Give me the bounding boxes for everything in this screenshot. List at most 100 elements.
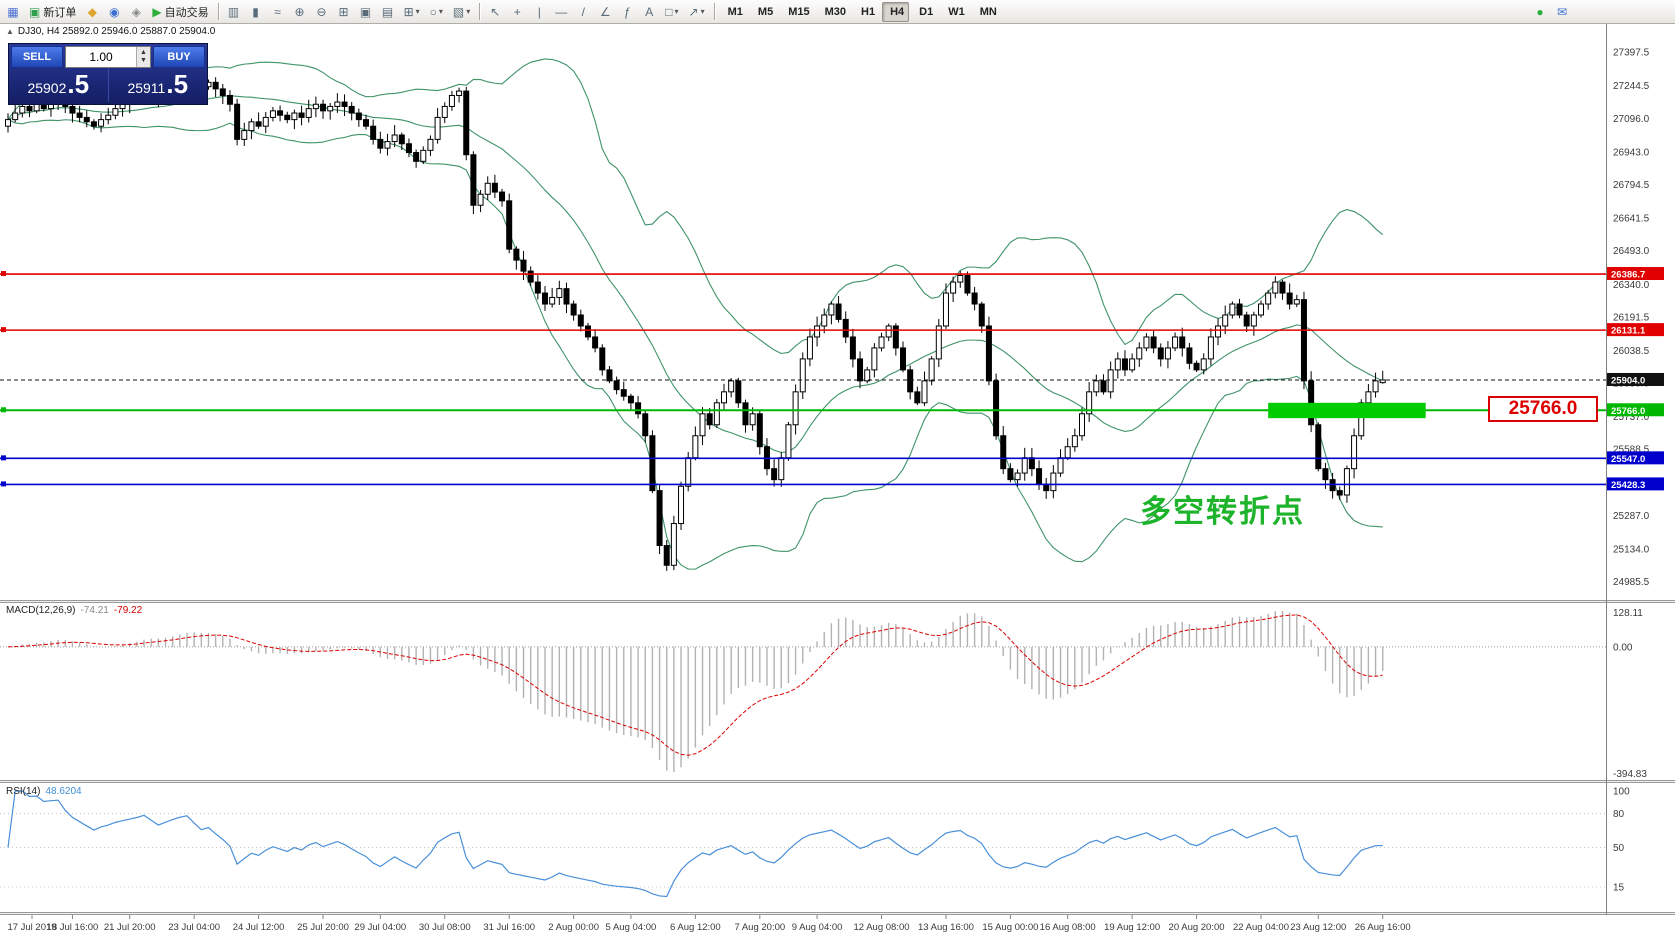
axis-price-tag — [1607, 372, 1664, 386]
line-anchor-marker[interactable] — [1, 455, 6, 461]
profiles-dropdown[interactable]: ○ ▾ — [426, 2, 447, 22]
arrange-windows-icon[interactable]: ▤ — [378, 2, 398, 22]
new-order-button[interactable]: ▣ 新订单 — [25, 2, 80, 22]
timeframe-h4[interactable]: H4 — [882, 1, 910, 22]
macd-axis-max: 128.11 — [1613, 608, 1643, 619]
rsi-name: RSI(14) — [6, 786, 41, 797]
axis-price-tag-label: 25904.0 — [1611, 375, 1645, 386]
timeframe-mn-label: MN — [979, 5, 997, 18]
time-tick-label: 16 Aug 08:00 — [1040, 922, 1096, 933]
mql5-icon[interactable]: ◆ — [82, 2, 102, 22]
price-callout-label[interactable]: 25766.0 — [1488, 396, 1598, 422]
chart-window[interactable]: 27397.5 27244.5 27096.0 26943.0 26794.5 26641… — [0, 24, 1675, 944]
macd-panel — [0, 611, 1606, 772]
text-label-icon[interactable]: A — [639, 2, 659, 22]
zoom-out-icon[interactable]: ⊖ — [312, 2, 332, 22]
time-tick-label: 5 Aug 04:00 — [606, 922, 657, 933]
status-icon[interactable]: ● — [1530, 2, 1550, 22]
fibonacci-icon-glyph: ƒ — [623, 4, 631, 19]
macd-signal-value: -79.22 — [113, 605, 143, 616]
timeframe-d1[interactable]: D1 — [911, 2, 938, 22]
time-tick-label: 26 Aug 16:00 — [1355, 922, 1411, 933]
timeframe-mn[interactable]: MN — [972, 2, 1002, 22]
vertical-line-icon[interactable]: | — [529, 2, 549, 22]
timeframe-m30[interactable]: M30 — [817, 2, 851, 22]
symbol-ohlc-header: ▲ DJ30, H4 25892.0 25946.0 25887.0 25904… — [6, 26, 215, 37]
shapes-dropdown[interactable]: □ ▾ — [661, 2, 682, 22]
tile-windows-icon[interactable]: ⊞ — [334, 2, 354, 22]
cascade-windows-icon[interactable]: ▣ — [356, 2, 376, 22]
crosshair-icon[interactable]: + — [507, 2, 527, 22]
price-axis[interactable]: 27397.5 27244.5 27096.0 26943.0 26794.5 26641… — [1606, 24, 1665, 915]
volume-spinner: ▲ ▼ — [136, 47, 150, 67]
time-tick-label: 25 Jul 20:00 — [297, 922, 349, 933]
rsi-line — [7, 790, 1383, 898]
notifications-icon[interactable]: ◈ — [126, 2, 146, 22]
line-anchor-marker[interactable] — [1, 271, 6, 277]
new-chart-icon-glyph: ▦ — [7, 4, 19, 19]
autotrade-button[interactable]: ▶ 自动交易 — [148, 2, 212, 22]
dropdown-arrow-icon: ▾ — [674, 7, 679, 16]
macd-indicator-label: MACD(12,26,9) -74.21 -79.22 — [6, 605, 142, 616]
timeframe-m1[interactable]: M1 — [720, 2, 748, 22]
candlestick-chart-icon[interactable]: ▮ — [246, 2, 266, 22]
new-order-button-glyph: ▣ — [29, 4, 41, 19]
line-anchor-marker[interactable] — [1, 407, 6, 413]
green-zone-rectangle[interactable] — [1268, 402, 1426, 419]
timeframe-m15[interactable]: M15 — [780, 2, 814, 22]
shapes-dropdown-glyph: □ — [665, 4, 673, 19]
chat-icon-glyph: ✉ — [1556, 4, 1568, 19]
timeframe-m5-label: M5 — [757, 5, 774, 18]
arrows-dropdown[interactable]: ↗ ▾ — [685, 2, 709, 22]
price-tick-label: 27096.0 — [1613, 114, 1650, 125]
horizontal-line-icon-glyph: — — [555, 4, 568, 19]
timeframe-h1-label: H1 — [861, 5, 876, 18]
buy-price[interactable]: 25911.5 — [107, 68, 208, 102]
fibonacci-icon[interactable]: ƒ — [617, 2, 637, 22]
turning-point-annotation[interactable]: 多空转折点 — [1140, 494, 1305, 529]
price-tick-label: 26191.5 — [1613, 312, 1650, 323]
rsi-axis-label: 15 — [1613, 883, 1625, 894]
new-chart-icon[interactable]: ▦ — [3, 2, 23, 22]
time-tick-label: 20 Aug 20:00 — [1169, 922, 1225, 933]
arrows-dropdown-glyph: ↗ — [688, 4, 699, 19]
timeframe-w1[interactable]: W1 — [940, 2, 970, 22]
line-chart-icon[interactable]: ≈ — [268, 2, 288, 22]
time-tick-label: 30 Jul 08:00 — [419, 922, 471, 933]
volume-control: ▲ ▼ — [65, 46, 151, 68]
zoom-in-icon[interactable]: ⊕ — [290, 2, 310, 22]
timeframe-m5[interactable]: M5 — [750, 2, 778, 22]
chart-canvas[interactable]: 27397.5 27244.5 27096.0 26943.0 26794.5 26641… — [0, 24, 1675, 944]
time-tick-label: 17 Jul 2019 — [7, 922, 56, 933]
one-click-toggle-icon[interactable]: ▲ — [6, 27, 14, 36]
line-anchor-marker[interactable] — [1, 327, 6, 333]
rsi-panel — [0, 790, 1606, 898]
volume-input[interactable] — [66, 47, 136, 67]
new-chart-dropdown[interactable]: ⊞ ▾ — [400, 2, 424, 22]
macd-main-value: -74.21 — [80, 605, 109, 616]
timeframe-h1[interactable]: H1 — [853, 2, 880, 22]
line-anchor-marker[interactable] — [1, 481, 6, 487]
sell-button[interactable]: SELL — [11, 46, 63, 68]
channel-icon[interactable]: ∠ — [595, 2, 615, 22]
templates-dropdown[interactable]: ▧ ▾ — [449, 2, 474, 22]
price-tick-label: 26794.5 — [1613, 180, 1650, 191]
time-tick-label: 18 Jul 16:00 — [47, 922, 99, 933]
buy-button[interactable]: BUY — [153, 46, 205, 68]
sell-price[interactable]: 25902.5 — [9, 68, 108, 102]
volume-up-icon[interactable]: ▲ — [140, 49, 147, 57]
volume-down-icon[interactable]: ▼ — [140, 57, 147, 64]
chat-icon[interactable]: ✉ — [1552, 2, 1572, 22]
cursor-icon[interactable]: ↖ — [485, 2, 505, 22]
price-tick-label: 26038.5 — [1613, 346, 1650, 357]
line-chart-icon-glyph: ≈ — [274, 4, 281, 19]
community-icon[interactable]: ◉ — [104, 2, 124, 22]
time-tick-label: 21 Jul 20:00 — [104, 922, 156, 933]
bar-chart-icon[interactable]: ▥ — [224, 2, 244, 22]
horizontal-line-icon[interactable]: — — [551, 2, 571, 22]
trendline-icon[interactable]: / — [573, 2, 593, 22]
time-tick-label: 19 Aug 12:00 — [1104, 922, 1160, 933]
tile-windows-icon-glyph: ⊞ — [338, 4, 349, 19]
price-tick-label: 26943.0 — [1613, 147, 1650, 158]
